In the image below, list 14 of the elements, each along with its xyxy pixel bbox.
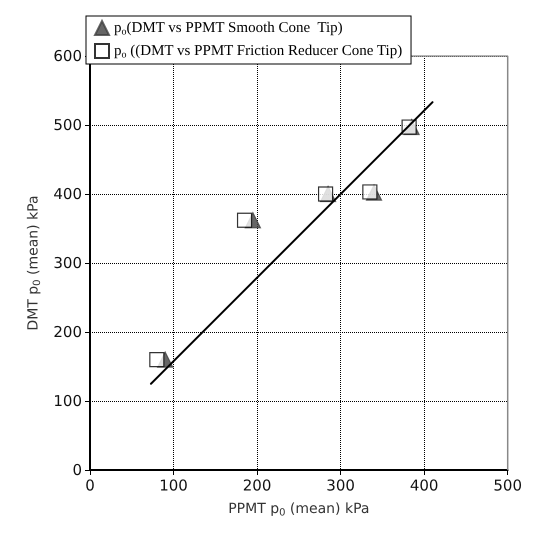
x-tick-label: 300 bbox=[326, 476, 355, 494]
x-tick-label: 200 bbox=[242, 476, 272, 494]
y-axis-title: DMT p0 (mean) kPa bbox=[25, 195, 43, 331]
y-tick-label: 400 bbox=[53, 185, 82, 203]
x-tick-label: 400 bbox=[410, 476, 438, 494]
y-tick-label: 500 bbox=[53, 116, 82, 134]
x-tick-label: 0 bbox=[85, 476, 95, 494]
y-tick-label: 200 bbox=[53, 323, 82, 341]
x-tick-label: 100 bbox=[159, 476, 188, 494]
y-tick-label: 100 bbox=[53, 392, 82, 410]
y-tick-label: 300 bbox=[53, 254, 82, 272]
y-tick-label: 600 bbox=[53, 47, 82, 65]
y-tick-label: 0 bbox=[72, 461, 82, 479]
x-tick-label: 500 bbox=[493, 476, 522, 494]
